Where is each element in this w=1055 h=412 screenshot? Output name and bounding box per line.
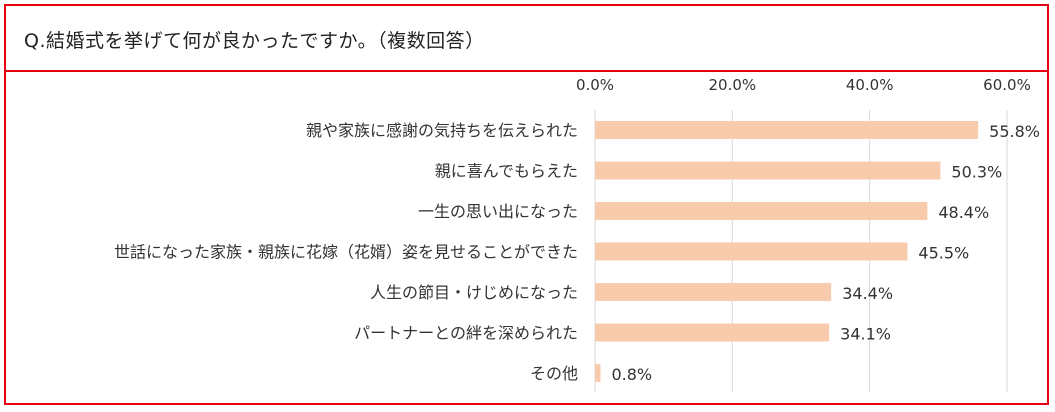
data-label: 45.5% <box>918 244 969 263</box>
bar <box>595 121 979 139</box>
bar <box>595 161 941 180</box>
data-label: 55.8% <box>989 122 1040 141</box>
data-label: 50.3% <box>951 163 1002 182</box>
category-label: 親に喜んでもらえた <box>435 162 578 181</box>
x-tick-label: 20.0% <box>709 76 757 94</box>
data-label: 0.8% <box>611 365 652 384</box>
data-label: 48.4% <box>938 203 989 222</box>
x-tick-label: 0.0% <box>576 76 614 94</box>
data-label: 34.4% <box>842 284 893 303</box>
category-label: 親や家族に感謝の気持ちを伝えられた <box>306 121 578 140</box>
question-header: Q.結婚式を挙げて何が良かったですか。（複数回答） <box>6 6 1047 72</box>
x-tick-label: 40.0% <box>846 76 894 94</box>
bar <box>595 242 908 261</box>
bar <box>595 364 601 382</box>
category-label: 世話になった家族・親族に花嫁（花婿）姿を見せることができた <box>114 243 578 262</box>
data-label: 34.1% <box>840 325 891 344</box>
bar <box>595 283 832 301</box>
category-label: パートナーとの絆を深められた <box>354 324 578 343</box>
bar <box>595 323 830 342</box>
x-tick-label: 60.0% <box>983 76 1031 94</box>
category-label: 一生の思い出になった <box>418 202 578 221</box>
chart-title: Q.結婚式を挙げて何が良かったですか。（複数回答） <box>24 30 485 52</box>
bar <box>595 202 928 220</box>
category-label: 人生の節目・けじめになった <box>370 283 578 302</box>
category-label: その他 <box>530 364 578 383</box>
